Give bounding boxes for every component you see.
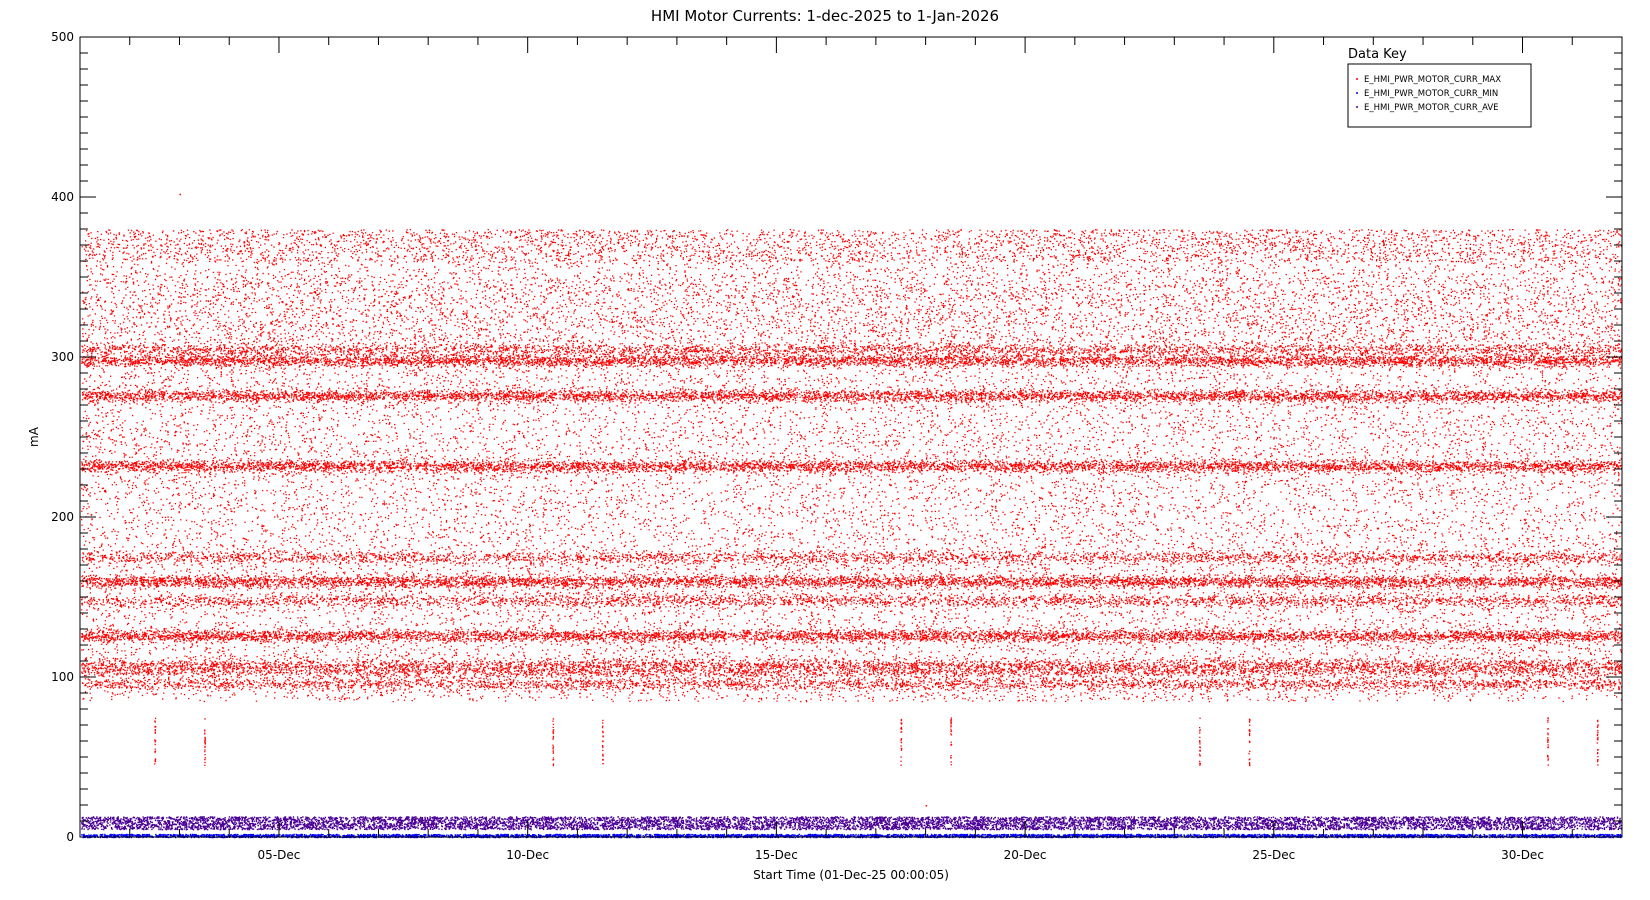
legend-box [1347, 63, 1532, 128]
series-E_HMI_PWR_MOTOR_CURR_AVE [81, 816, 1623, 831]
y-axis: 0 100 200 300 400 500 [51, 30, 1622, 844]
y-tick-label: 200 [51, 510, 74, 524]
legend-title: Data Key [1348, 47, 1407, 62]
legend-marker [1356, 78, 1358, 80]
scatter-layer [81, 193, 1623, 839]
x-tick-label: 15-Dec [755, 848, 798, 862]
y-tick-label: 100 [51, 670, 74, 684]
x-axis-title: Start Time (01-Dec-25 00:00:05) [753, 868, 949, 882]
y-tick-label: 0 [66, 830, 74, 844]
plot-frame [79, 36, 1623, 838]
series-E_HMI_PWR_MOTOR_CURR_MIN [81, 833, 1623, 839]
series-points [81, 193, 1623, 807]
series-points [81, 833, 1623, 839]
x-tick-label: 25-Dec [1252, 848, 1295, 862]
y-tick-label: 300 [51, 350, 74, 364]
y-tick-label: 400 [51, 190, 74, 204]
legend-marker [1356, 106, 1358, 108]
x-tick-label: 10-Dec [506, 848, 549, 862]
legend-entry-label: E_HMI_PWR_MOTOR_CURR_AVE [1364, 103, 1499, 113]
x-tick-label: 20-Dec [1004, 848, 1047, 862]
legend-marker [1356, 92, 1358, 94]
y-tick-label: 500 [51, 30, 74, 44]
legend: Data Key E_HMI_PWR_MOTOR_CURR_MAX E_HMI_P… [1347, 47, 1532, 128]
legend-entry-label: E_HMI_PWR_MOTOR_CURR_MIN [1364, 89, 1498, 99]
y-axis-title: mA [27, 426, 41, 447]
plot-area [81, 193, 1623, 839]
x-tick-label: 30-Dec [1501, 848, 1544, 862]
x-tick-label: 05-Dec [258, 848, 301, 862]
chart-title: HMI Motor Currents: 1-dec-2025 to 1-Jan-… [651, 7, 999, 25]
legend-entry-label: E_HMI_PWR_MOTOR_CURR_MAX [1364, 75, 1501, 85]
series-points [81, 816, 1623, 831]
x-axis: 05-Dec 10-Dec 15-Dec 20-Dec 25-Dec 30-Dec [129, 37, 1573, 862]
series-E_HMI_PWR_MOTOR_CURR_MAX [81, 193, 1623, 807]
